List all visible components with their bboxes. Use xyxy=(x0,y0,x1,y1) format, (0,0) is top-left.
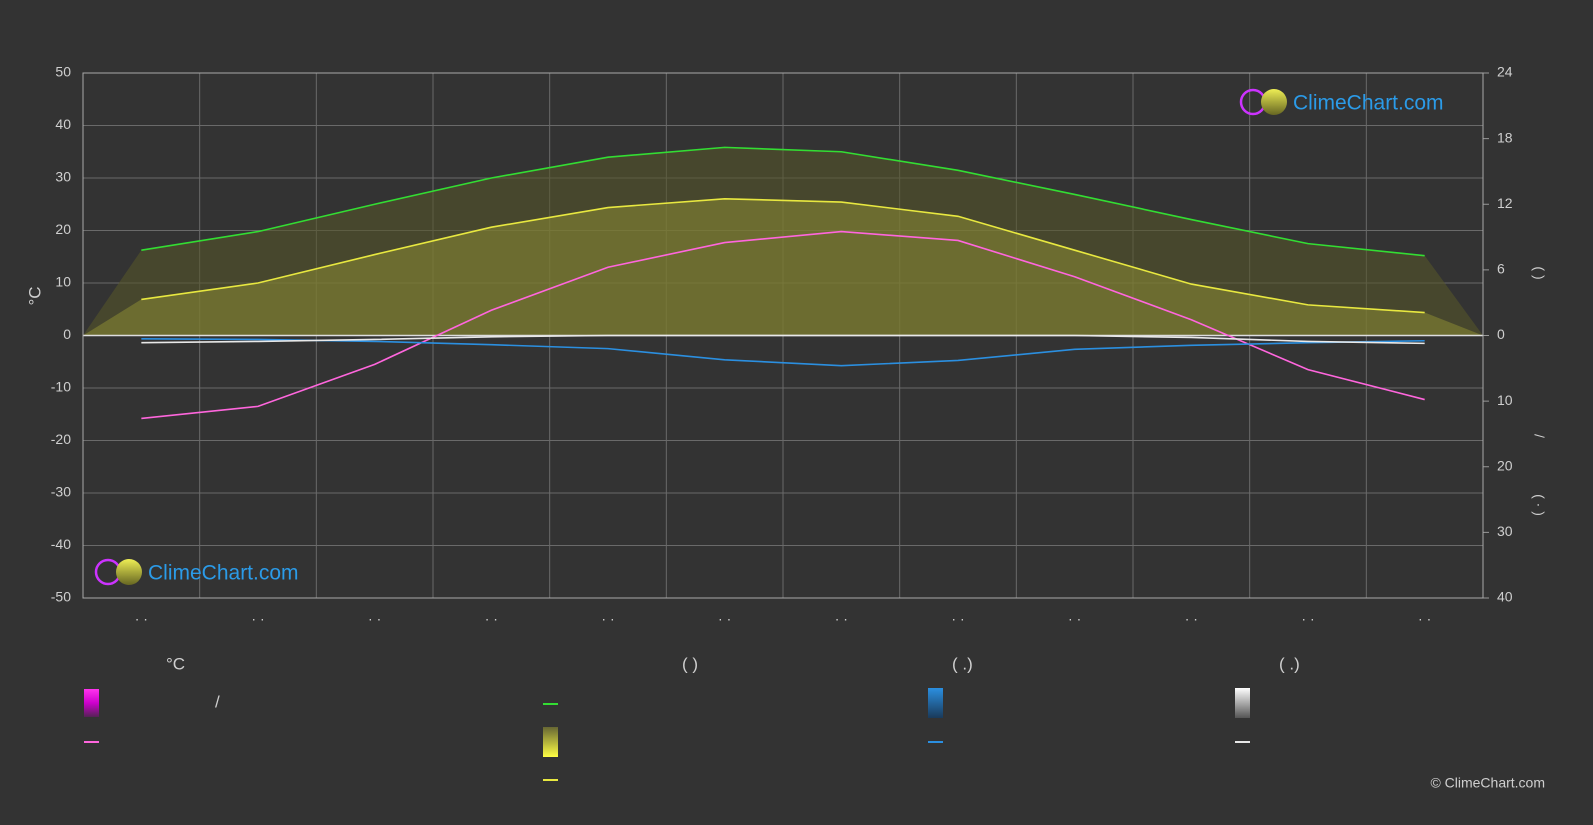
legend-swatch xyxy=(84,689,99,717)
y3-tick-label: 40 xyxy=(1497,589,1513,605)
y-tick-label: -30 xyxy=(51,484,71,500)
y2-tick-label: 24 xyxy=(1497,64,1513,80)
x-tick-label: · · xyxy=(368,611,381,627)
y-axis-label: °C xyxy=(25,286,44,305)
legend-entry: / xyxy=(215,692,220,711)
y3-tick-label: 20 xyxy=(1497,457,1513,473)
y-tick-label: 20 xyxy=(55,221,71,237)
legend-title: ( ) xyxy=(682,654,698,673)
x-tick-label: · · xyxy=(485,611,498,627)
x-tick-label: · · xyxy=(251,611,264,627)
y2-tick-label: 6 xyxy=(1497,261,1505,277)
y-tick-label: 10 xyxy=(55,274,71,290)
series-line xyxy=(141,337,1425,367)
y-tick-label: 30 xyxy=(55,169,71,185)
x-tick-label: · · xyxy=(951,611,964,627)
legend-title: °C xyxy=(166,654,185,673)
legend-swatch xyxy=(1235,688,1250,718)
logo-sun xyxy=(116,559,142,585)
y-tick-label: -40 xyxy=(51,536,71,552)
y3-tick-label: 30 xyxy=(1497,523,1513,539)
y-tick-label: 0 xyxy=(63,326,71,342)
area xyxy=(83,198,1483,336)
series-line xyxy=(141,146,1425,257)
copyright: © ClimeChart.com xyxy=(1430,775,1545,791)
y2-tick-label: 12 xyxy=(1497,195,1513,211)
y2-tick-label: 0 xyxy=(1497,326,1505,342)
series-line xyxy=(141,197,1425,314)
x-tick-label: · · xyxy=(1418,611,1431,627)
logo: ClimeChart.com xyxy=(94,558,299,586)
plot-layer: -50 -40 -30 -20 -10 0 10 20 30 40 50 0 6 12 18 24 10 20 30… xyxy=(51,64,1513,627)
x-tick-label: · · xyxy=(135,611,148,627)
series-line xyxy=(141,230,1425,420)
y3-tick-label: 10 xyxy=(1497,392,1513,408)
x-tick-label: · · xyxy=(835,611,848,627)
series-line xyxy=(141,334,1425,345)
y-tick-label: -20 xyxy=(51,431,71,447)
x-tick-label: · · xyxy=(1301,611,1314,627)
legend-swatch xyxy=(543,727,558,757)
y2-axis-label: ( ) xyxy=(1531,266,1547,279)
y2-tick-label: 18 xyxy=(1497,129,1513,145)
y-tick-label: 50 xyxy=(55,64,71,80)
x-tick-label: · · xyxy=(1068,611,1081,627)
logo-text: ClimeChart.com xyxy=(1293,92,1444,115)
y2-axis-label: / xyxy=(1531,434,1547,438)
x-tick-label: · · xyxy=(601,611,614,627)
x-tick-label: · · xyxy=(1185,611,1198,627)
legend: °C / ( ) ( .) ( .) xyxy=(84,654,1300,781)
legend-title: ( .) xyxy=(1279,654,1300,673)
legend-swatch xyxy=(928,688,943,718)
y-tick-label: -10 xyxy=(51,379,71,395)
y3-axis-label: ( · ) xyxy=(1531,494,1547,516)
plot-frame xyxy=(82,72,1484,599)
logo-text: ClimeChart.com xyxy=(148,562,299,585)
y-tick-label: -50 xyxy=(51,589,71,605)
x-tick-label: · · xyxy=(718,611,731,627)
legend-title: ( .) xyxy=(952,654,973,673)
logo-sun xyxy=(1261,89,1287,115)
y-tick-label: 40 xyxy=(55,116,71,132)
logo: ClimeChart.com xyxy=(1239,88,1444,116)
